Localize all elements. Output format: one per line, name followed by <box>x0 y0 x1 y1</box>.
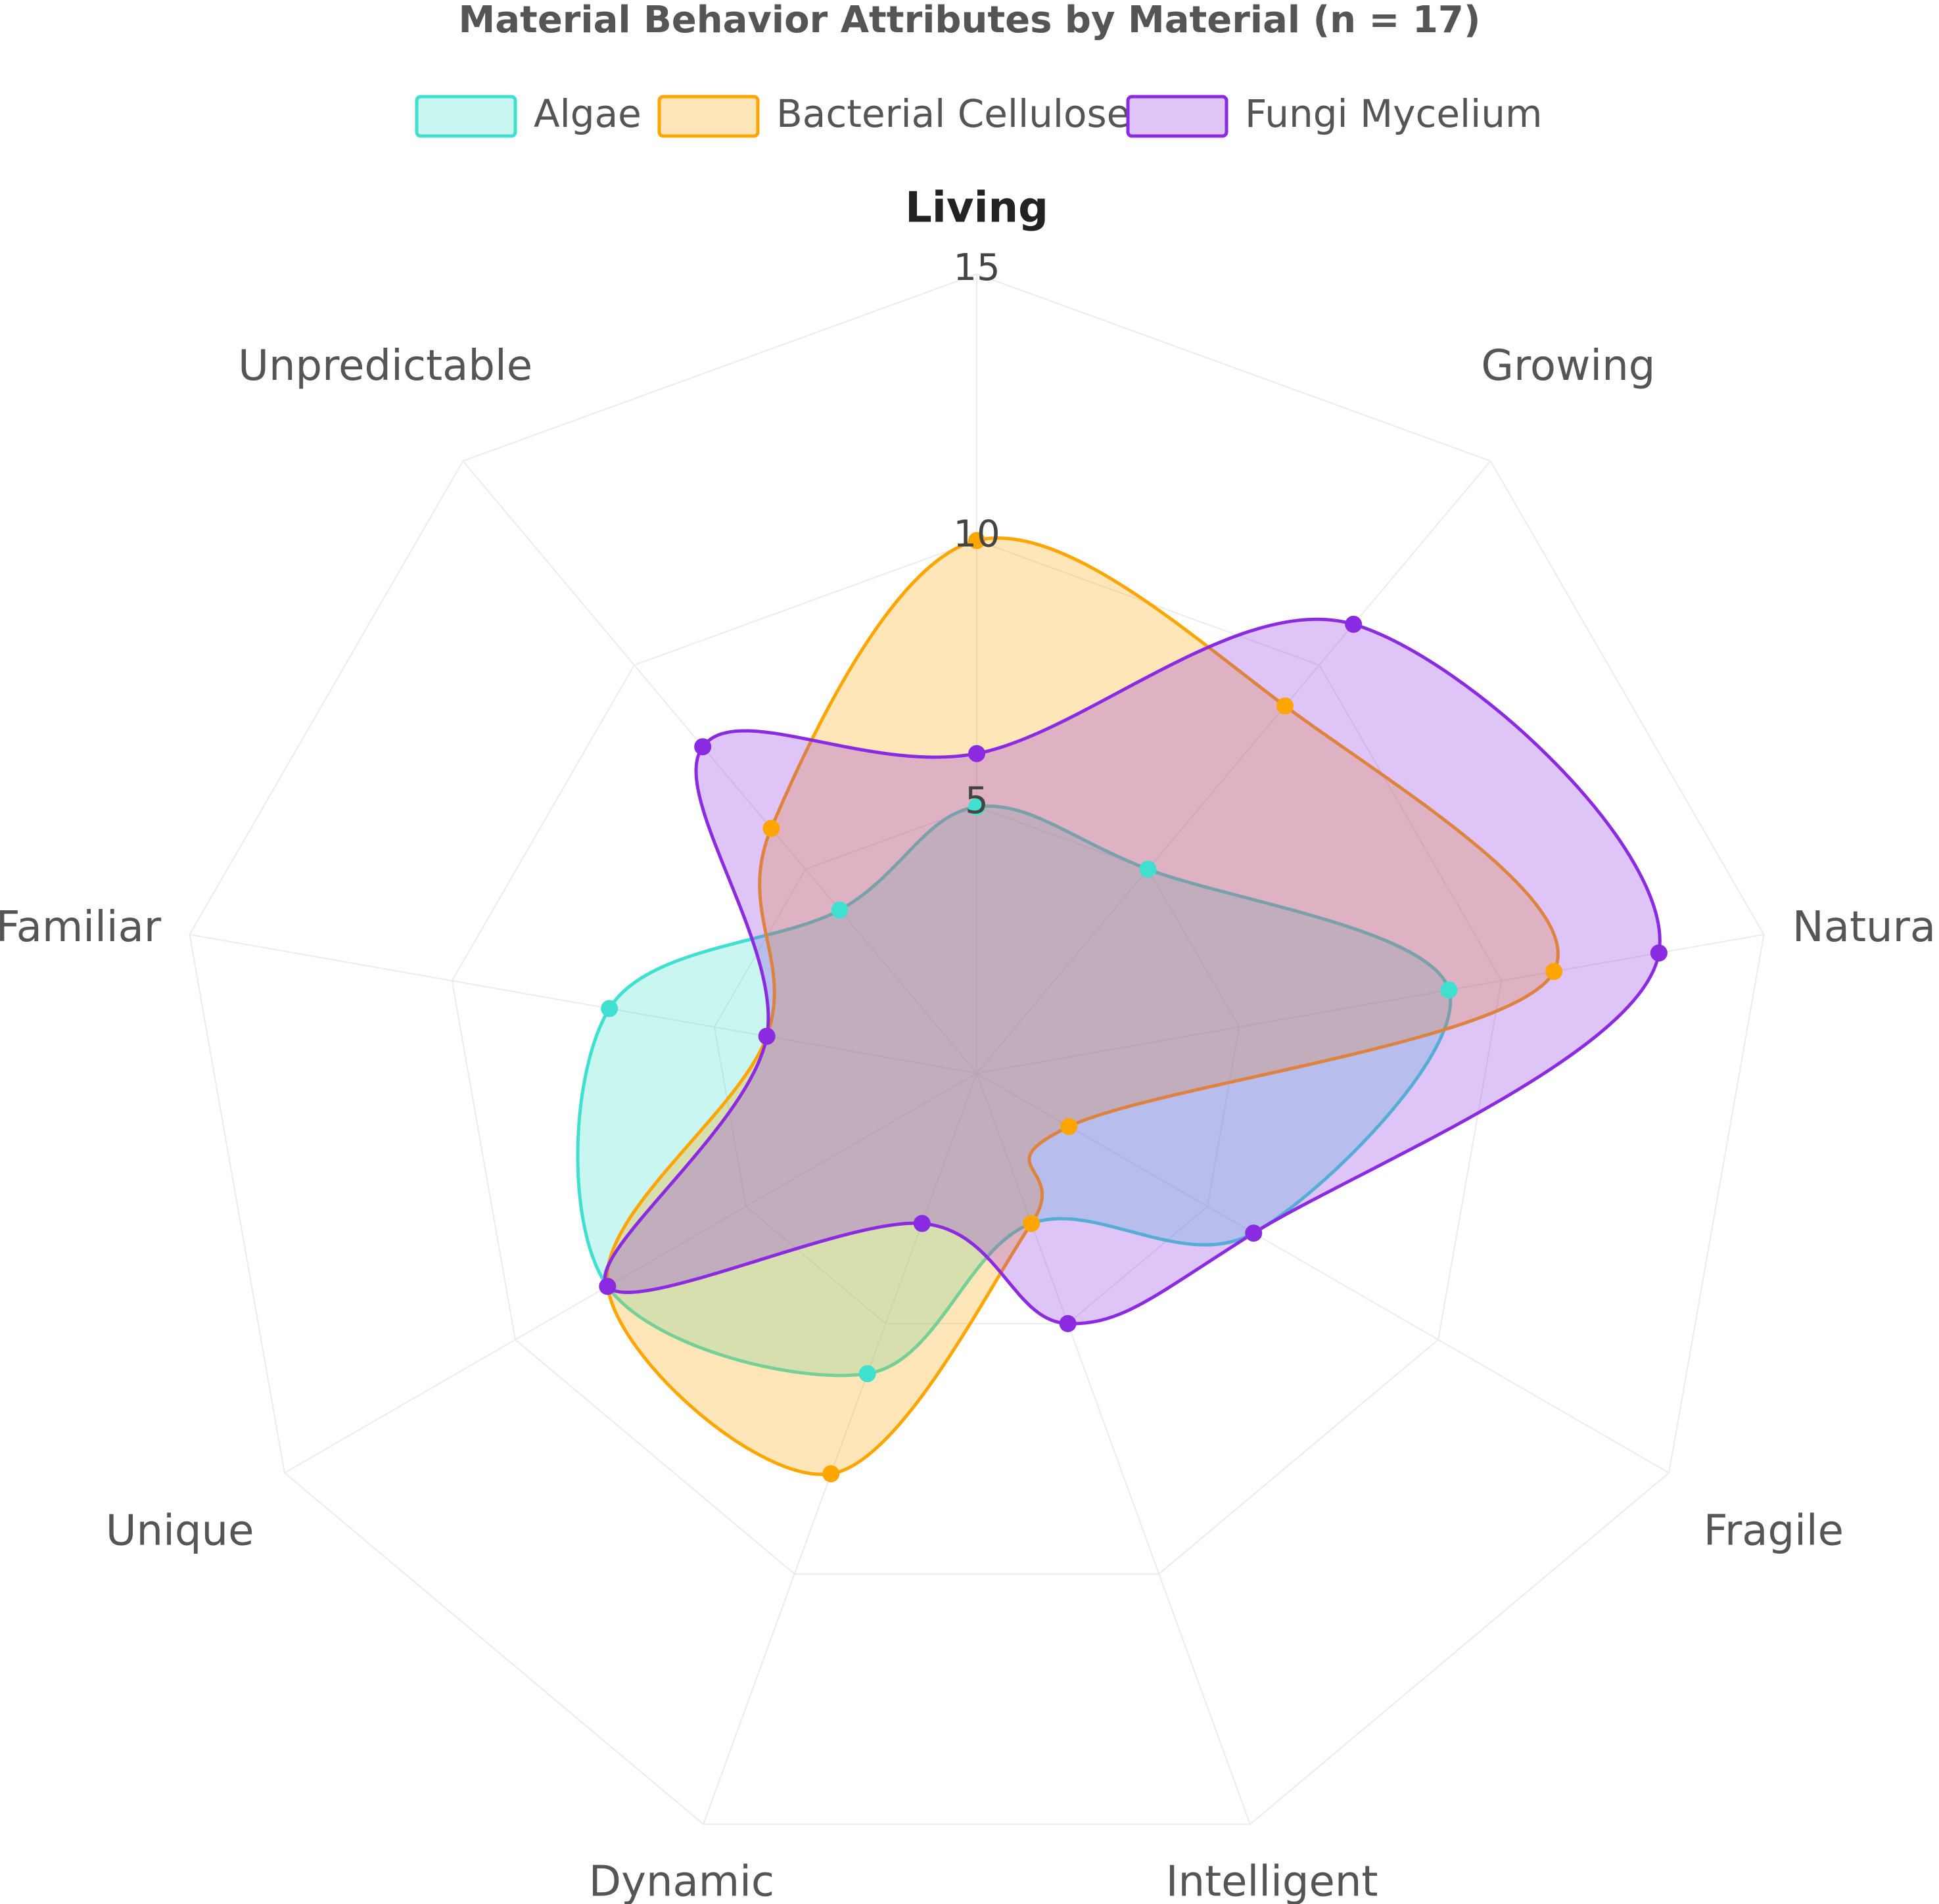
axis-label: Unique <box>106 1507 254 1556</box>
data-point <box>1440 981 1458 999</box>
data-point <box>1276 697 1294 715</box>
series-area <box>605 536 1560 1476</box>
axis-label: Familiar <box>0 903 162 952</box>
spoke <box>976 460 1491 1074</box>
series-area <box>603 617 1662 1326</box>
r-tick-label: 5 <box>965 779 989 822</box>
data-point <box>1060 1118 1078 1136</box>
axis-label: Growing <box>1481 342 1655 390</box>
data-point <box>1245 1224 1263 1242</box>
legend-label: Algae <box>534 91 642 136</box>
axis-label: Natural <box>1792 903 1939 952</box>
axis-label: Unpredictable <box>238 342 532 390</box>
data-point <box>968 798 985 816</box>
grid-ring <box>451 540 1503 1575</box>
data-point <box>1023 1215 1040 1232</box>
data-point <box>1139 860 1157 878</box>
spoke <box>976 1073 1251 1825</box>
spoke <box>703 1073 977 1825</box>
data-point <box>762 820 780 837</box>
data-point <box>968 532 985 549</box>
data-point <box>913 1215 931 1232</box>
data-point <box>858 1365 876 1383</box>
axis-label: Living <box>905 184 1048 233</box>
legend-swatch <box>657 95 760 138</box>
data-point <box>599 1278 617 1295</box>
spoke <box>189 933 977 1074</box>
data-point <box>758 1027 776 1045</box>
spoke <box>976 933 1764 1074</box>
data-point <box>1059 1314 1077 1332</box>
data-point <box>1545 963 1563 981</box>
data-point <box>1345 615 1363 633</box>
axis-label: Fragile <box>1704 1507 1844 1556</box>
series-area <box>576 804 1453 1378</box>
data-point <box>1650 944 1668 962</box>
axis-label: Intelligent <box>1166 1857 1378 1904</box>
spoke <box>462 460 977 1074</box>
legend-swatch <box>1126 95 1228 138</box>
grid-ring <box>713 806 1240 1324</box>
legend-swatch <box>415 95 517 138</box>
r-tick-label: 10 <box>953 513 1000 555</box>
data-point <box>968 745 985 762</box>
legend-label: Bacterial Cellulose <box>776 91 1130 136</box>
spoke <box>976 1073 1670 1474</box>
grid-ring <box>189 273 1765 1825</box>
legend-label: Fungi Mycelium <box>1245 91 1543 136</box>
chart-title: Material Behavior Attributes by Material… <box>459 0 1481 41</box>
spoke <box>284 1073 977 1474</box>
data-point <box>831 901 849 919</box>
axis-label: Dynamic <box>589 1857 774 1904</box>
data-point <box>694 738 712 756</box>
data-point <box>601 1000 619 1017</box>
data-point <box>822 1465 840 1483</box>
r-tick-label: 15 <box>953 246 1000 289</box>
